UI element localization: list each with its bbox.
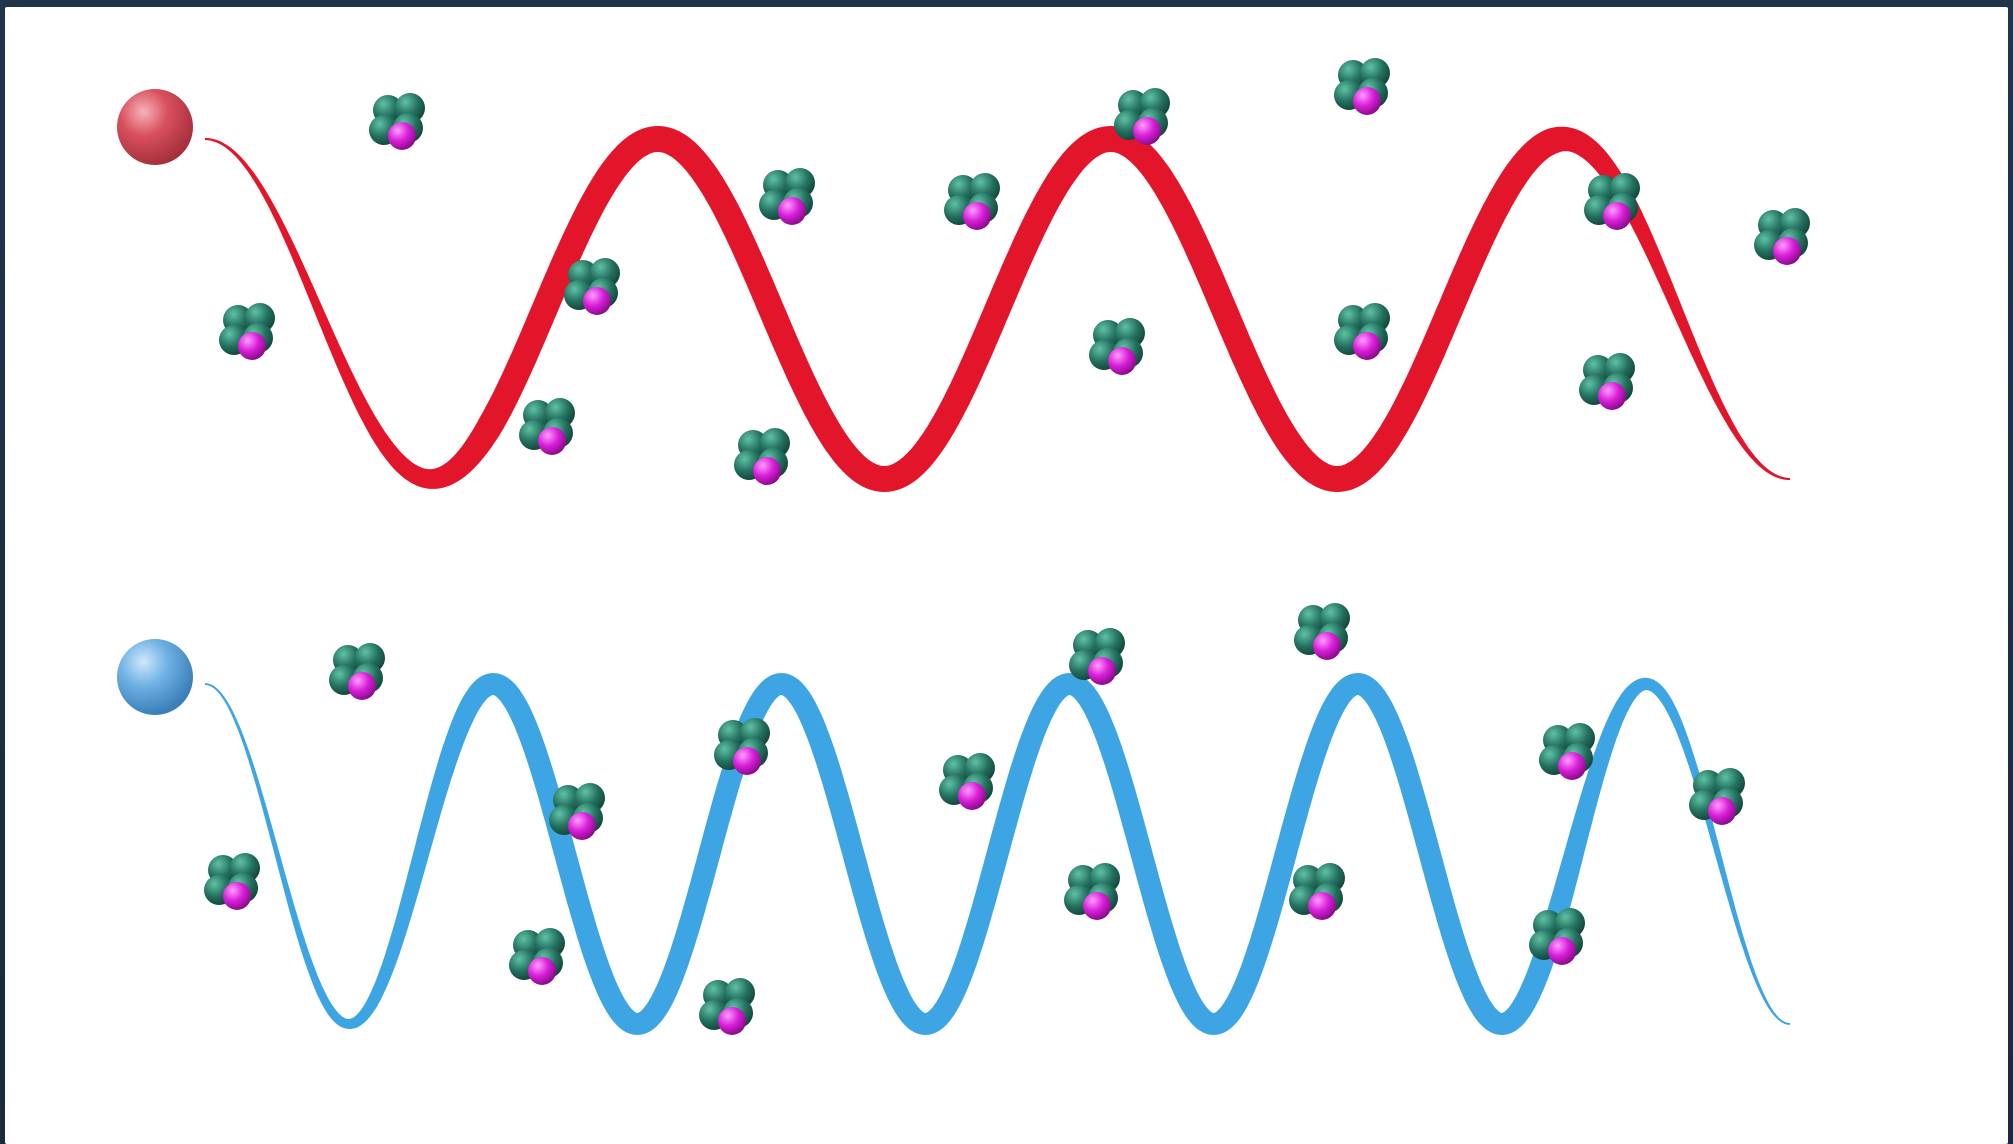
molecule-17 [549, 783, 605, 840]
molecule-3 [564, 258, 620, 315]
waves-layer [204, 126, 1791, 1035]
balls-layer [117, 89, 193, 715]
molecule-26 [1539, 723, 1595, 780]
molecule-22 [1069, 628, 1125, 685]
molecule-8 [1114, 88, 1170, 145]
red-wave-source-ball [117, 89, 193, 165]
molecule-14 [1754, 208, 1810, 265]
molecule-21 [939, 753, 995, 810]
molecule-20 [714, 718, 770, 775]
molecule-28 [1689, 768, 1745, 825]
molecule-6 [734, 428, 790, 485]
molecule-11 [1334, 303, 1390, 360]
molecule-25 [1289, 863, 1345, 920]
wave-diagram [117, 58, 1810, 1035]
molecule-12 [1584, 173, 1640, 230]
molecule-1 [369, 93, 425, 150]
molecule-24 [1294, 603, 1350, 660]
molecule-13 [1579, 353, 1635, 410]
red-wave [205, 126, 1790, 492]
molecule-2 [219, 303, 275, 360]
molecule-27 [1529, 908, 1585, 965]
molecule-5 [759, 168, 815, 225]
blue-wave-source-ball [117, 639, 193, 715]
molecule-18 [509, 928, 565, 985]
blue-wave [204, 673, 1791, 1035]
diagram-canvas [5, 7, 2008, 1144]
molecule-23 [1064, 863, 1120, 920]
molecules-layer [204, 58, 1810, 1035]
molecule-19 [699, 978, 755, 1035]
molecule-9 [1089, 318, 1145, 375]
molecule-15 [329, 643, 385, 700]
molecule-7 [944, 173, 1000, 230]
molecule-4 [519, 398, 575, 455]
molecule-10 [1334, 58, 1390, 115]
molecule-16 [204, 853, 260, 910]
